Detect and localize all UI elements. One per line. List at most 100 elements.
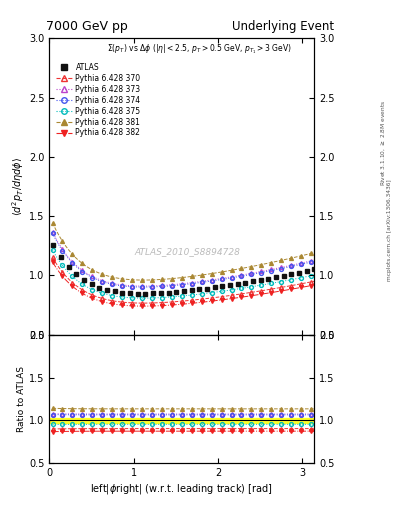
Line: Pythia 6.428 381: Pythia 6.428 381 (51, 221, 316, 282)
Pythia 6.428 382 (169, 302, 174, 308)
ATLAS (204, 285, 209, 291)
ATLAS (182, 288, 186, 294)
ATLAS (189, 287, 194, 293)
ATLAS (289, 271, 294, 278)
Pythia 6.428 382 (222, 296, 227, 303)
ATLAS (281, 273, 286, 279)
Pythia 6.428 370 (222, 293, 227, 300)
Pythia 6.428 375 (209, 290, 214, 296)
Pythia 6.428 370 (286, 283, 290, 289)
ATLAS (51, 242, 56, 248)
ATLAS (74, 271, 79, 278)
Pythia 6.428 381 (312, 249, 317, 255)
Pythia 6.428 382 (233, 295, 237, 301)
Pythia 6.428 375 (286, 277, 290, 283)
Pythia 6.428 375 (222, 288, 227, 294)
Pythia 6.428 375 (50, 247, 55, 253)
ATLAS (174, 289, 178, 295)
ATLAS (212, 284, 217, 290)
ATLAS (97, 285, 102, 291)
Pythia 6.428 374 (233, 274, 237, 281)
Pythia 6.428 381 (50, 220, 55, 226)
Bar (49, 418, 314, 423)
ATLAS (66, 264, 71, 270)
ATLAS (120, 289, 125, 295)
ATLAS (258, 277, 263, 283)
ATLAS (82, 277, 86, 283)
Pythia 6.428 370 (140, 300, 144, 306)
Pythia 6.428 381 (169, 275, 174, 282)
ATLAS (304, 268, 309, 274)
Pythia 6.428 382 (213, 297, 217, 304)
ATLAS (143, 290, 148, 296)
Pythia 6.428 373 (286, 263, 290, 269)
Pythia 6.428 370 (213, 294, 217, 301)
ATLAS (128, 290, 132, 296)
Pythia 6.428 382 (140, 303, 144, 309)
Pythia 6.428 373 (50, 229, 55, 235)
Pythia 6.428 381 (233, 267, 237, 273)
Pythia 6.428 375 (312, 272, 317, 278)
Pythia 6.428 373 (233, 273, 237, 280)
Text: Underlying Event: Underlying Event (232, 20, 334, 33)
Pythia 6.428 374 (50, 230, 55, 237)
Pythia 6.428 374 (140, 284, 144, 290)
ATLAS (136, 290, 140, 296)
Line: Pythia 6.428 370: Pythia 6.428 370 (51, 255, 316, 305)
ATLAS (274, 274, 278, 280)
Pythia 6.428 382 (209, 298, 214, 304)
ATLAS (197, 286, 202, 292)
Pythia 6.428 370 (169, 299, 174, 305)
Pythia 6.428 381 (140, 277, 144, 283)
ATLAS (251, 279, 255, 285)
ATLAS (105, 287, 110, 293)
Pythia 6.428 374 (286, 264, 290, 270)
ATLAS (266, 275, 271, 282)
X-axis label: left|$\phi$right| (w.r.t. leading track) [rad]: left|$\phi$right| (w.r.t. leading track)… (90, 482, 273, 497)
Pythia 6.428 375 (169, 294, 174, 300)
Pythia 6.428 373 (209, 277, 214, 283)
Pythia 6.428 370 (312, 278, 317, 284)
ATLAS (220, 283, 225, 289)
ATLAS (235, 281, 240, 287)
ATLAS (89, 281, 94, 287)
Pythia 6.428 374 (213, 278, 217, 284)
Line: Pythia 6.428 375: Pythia 6.428 375 (51, 248, 316, 300)
ATLAS (312, 266, 317, 272)
Pythia 6.428 374 (169, 283, 174, 289)
Text: mcplots.cern.ch [arXiv:1306.3436]: mcplots.cern.ch [arXiv:1306.3436] (387, 180, 391, 281)
Pythia 6.428 370 (50, 254, 55, 261)
Pythia 6.428 382 (286, 287, 290, 293)
Pythia 6.428 373 (169, 282, 174, 288)
ATLAS (151, 290, 156, 296)
Pythia 6.428 375 (140, 295, 144, 301)
Text: $\Sigma(p_T)$ vs $\Delta\phi$ ($|\eta| < 2.5$, $p_T > 0.5$ GeV, $p_{T_1} > 3$ Ge: $\Sigma(p_T)$ vs $\Delta\phi$ ($|\eta| <… (108, 43, 292, 56)
Pythia 6.428 375 (233, 286, 237, 292)
Pythia 6.428 370 (233, 292, 237, 298)
Text: 7000 GeV pp: 7000 GeV pp (46, 20, 127, 33)
Legend: ATLAS, Pythia 6.428 370, Pythia 6.428 373, Pythia 6.428 374, Pythia 6.428 375, P: ATLAS, Pythia 6.428 370, Pythia 6.428 37… (55, 63, 141, 137)
Pythia 6.428 373 (312, 257, 317, 263)
Pythia 6.428 373 (213, 276, 217, 283)
Pythia 6.428 374 (312, 258, 317, 264)
ATLAS (166, 289, 171, 295)
Pythia 6.428 373 (140, 283, 144, 289)
ATLAS (297, 270, 301, 276)
Y-axis label: Ratio to ATLAS: Ratio to ATLAS (17, 366, 26, 432)
Text: ATLAS_2010_S8894728: ATLAS_2010_S8894728 (134, 247, 240, 256)
Line: Pythia 6.428 382: Pythia 6.428 382 (51, 260, 316, 308)
ATLAS (243, 280, 248, 286)
ATLAS (112, 288, 117, 294)
Pythia 6.428 382 (312, 282, 317, 288)
Pythia 6.428 374 (209, 278, 214, 284)
Line: Pythia 6.428 373: Pythia 6.428 373 (51, 230, 316, 288)
Pythia 6.428 374 (222, 276, 227, 282)
ATLAS (59, 254, 63, 261)
Pythia 6.428 370 (209, 295, 214, 301)
Y-axis label: $\langle d^2 p_T / d\eta d\phi \rangle$: $\langle d^2 p_T / d\eta d\phi \rangle$ (10, 157, 26, 216)
Pythia 6.428 375 (213, 289, 217, 295)
Text: Rivet 3.1.10, $\geq$ 2.8M events: Rivet 3.1.10, $\geq$ 2.8M events (379, 100, 387, 186)
Pythia 6.428 381 (213, 270, 217, 276)
Line: ATLAS: ATLAS (51, 242, 317, 296)
Pythia 6.428 381 (222, 268, 227, 274)
